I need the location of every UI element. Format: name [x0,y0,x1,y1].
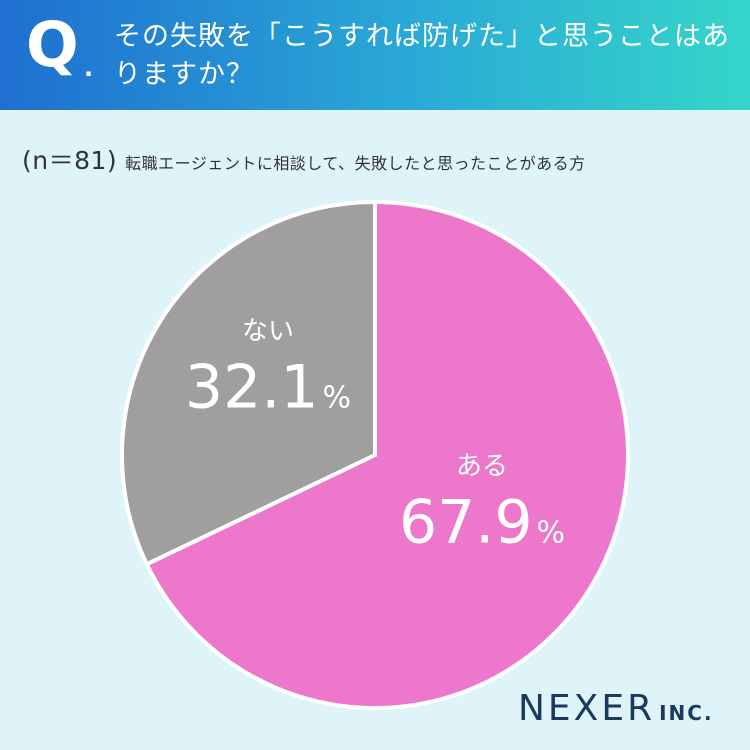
audience-description: 転職エージェントに相談して、失敗したと思ったことがある方 [125,154,586,173]
q-dot: . [84,54,94,82]
slice-category-label: ない [242,317,294,347]
brand-logo: NEXER INC. [518,688,714,729]
slice-value-label: 67.9% [399,487,565,557]
slice-nai [120,199,377,567]
question-header: Q . その失敗を「こうすれば防げた」と思うことはありますか？ [0,0,750,110]
brand-suffix: INC. [659,701,714,725]
question-text: その失敗を「こうすれば防げた」と思うことはありますか？ [114,21,730,90]
slice-category-label: ある [456,451,508,481]
brand-name: NEXER [518,688,656,729]
slice-value-label: 32.1% [185,353,351,423]
sample-size: (n＝81) [22,146,118,175]
q-mark: Q [26,8,79,81]
survey-subtitle: (n＝81) 転職エージェントに相談して、失敗したと思ったことがある方 [22,141,586,177]
slice-aru [144,199,630,710]
